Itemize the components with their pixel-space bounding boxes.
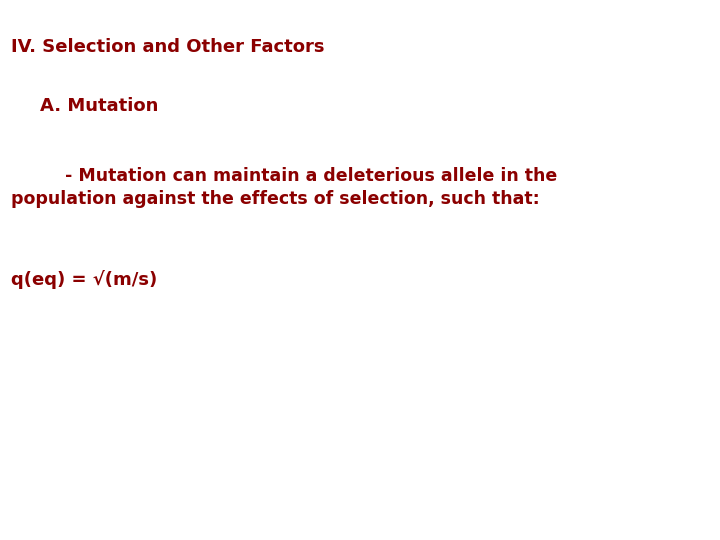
Text: IV. Selection and Other Factors: IV. Selection and Other Factors (11, 38, 324, 56)
Text: q(eq) = √(m/s): q(eq) = √(m/s) (11, 270, 157, 289)
Text: - Mutation can maintain a deleterious allele in the
population against the effec: - Mutation can maintain a deleterious al… (11, 167, 557, 207)
Text: A. Mutation: A. Mutation (40, 97, 158, 115)
